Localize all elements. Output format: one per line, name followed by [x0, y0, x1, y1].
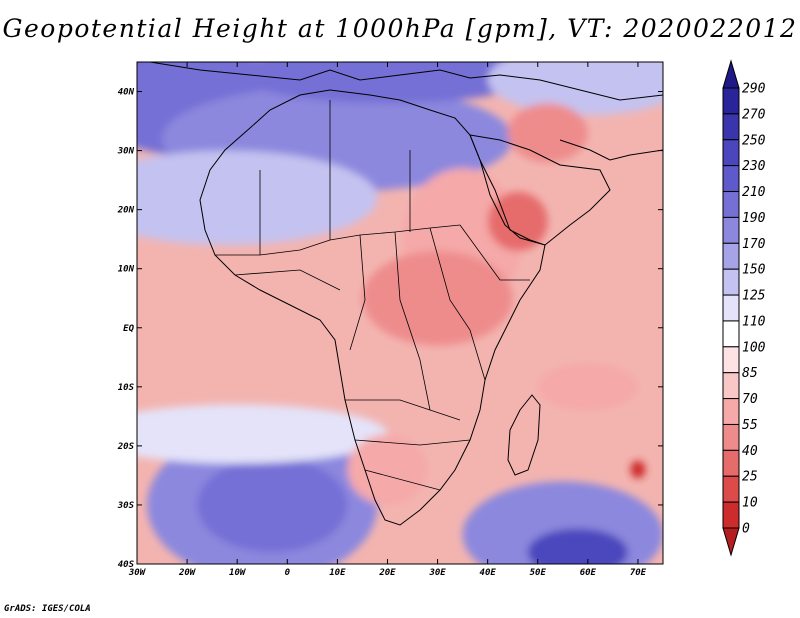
- colorbar-bottom-arrow: [722, 527, 740, 557]
- border: [429, 227, 486, 381]
- colorbar-swatch: [722, 191, 740, 218]
- colorbar-swatch: [722, 501, 740, 529]
- x-tick-label: 30E: [428, 568, 446, 578]
- border: [345, 399, 461, 421]
- colorbar-swatch: [722, 113, 740, 141]
- y-tick-label: EQ: [123, 324, 134, 334]
- x-tick-label: 50E: [530, 568, 547, 578]
- grads-credit: GrADS: IGES/COLA: [4, 604, 91, 614]
- x-tick-label: 10E: [329, 568, 346, 578]
- y-tick-label: 30S: [117, 501, 135, 511]
- field-region: [537, 363, 638, 411]
- border: [394, 231, 431, 411]
- colorbar-label: 170: [742, 237, 766, 252]
- colorbar-swatch: [722, 139, 740, 167]
- field-region: [347, 434, 428, 505]
- field-region: [137, 150, 378, 246]
- colorbar-swatch: [722, 242, 740, 270]
- colorbar: 2902702502302101901701501251101008570554…: [722, 59, 766, 557]
- y-tick-label: 20N: [117, 206, 135, 216]
- colorbar-label: 85: [742, 366, 758, 381]
- colorbar-swatch: [722, 449, 740, 477]
- x-tick-label: 10W: [229, 568, 247, 578]
- colorbar-label: 250: [742, 133, 766, 148]
- colorbar-label: 25: [742, 470, 758, 485]
- colorbar-label: 100: [742, 340, 766, 355]
- colorbar-label: 290: [742, 82, 766, 97]
- map-title: Geopotential Height at 1000hPa [gpm], VT…: [2, 14, 798, 43]
- x-tick-label: 30W: [128, 568, 147, 578]
- colorbar-swatch: [722, 87, 740, 115]
- colorbar-label: 270: [742, 107, 766, 122]
- country-borders: [215, 100, 530, 491]
- colorbar-label: 40: [742, 444, 758, 459]
- border: [349, 234, 366, 351]
- field-region: [527, 528, 628, 564]
- colorbar-top-arrow: [722, 59, 740, 89]
- map-frame: [136, 61, 664, 565]
- field-region: [137, 404, 388, 464]
- colorbar-label: 210: [742, 185, 766, 200]
- field-region: [197, 457, 348, 553]
- geopotential-height-field: [137, 62, 663, 564]
- colorbar-swatch: [722, 294, 740, 322]
- colorbar-swatch: [722, 320, 740, 348]
- border: [459, 224, 530, 281]
- europe-coastline: [149, 62, 663, 101]
- y-tick-label: 20S: [117, 442, 135, 452]
- y-tick-label: 10N: [118, 265, 135, 275]
- border: [234, 269, 341, 291]
- x-tick-label: 40E: [480, 568, 497, 578]
- colorbar-label: 190: [742, 211, 766, 226]
- arabia-coastline: [469, 134, 611, 246]
- y-tick-label: 40N: [118, 88, 135, 98]
- colorbar-swatch: [722, 423, 740, 451]
- colorbar-label: 230: [742, 159, 766, 174]
- colorbar-label: 0: [742, 522, 750, 537]
- x-tick-label: 70E: [630, 568, 647, 578]
- colorbar-label: 110: [742, 314, 766, 329]
- colorbar-label: 125: [742, 289, 766, 304]
- coastlines: [149, 62, 663, 526]
- x-tick-label: 60E: [580, 568, 597, 578]
- colorbar-swatch: [722, 372, 740, 400]
- y-tick-label: 40S: [118, 560, 135, 570]
- border: [354, 439, 471, 446]
- y-tick-label: 30N: [117, 147, 135, 157]
- colorbar-label: 150: [742, 263, 766, 278]
- colorbar-swatch: [722, 346, 740, 374]
- x-tick-label: 20W: [178, 568, 197, 578]
- madagascar-coastline: [507, 394, 541, 476]
- colorbar-label: 55: [742, 418, 758, 433]
- colorbar-swatch: [722, 475, 740, 503]
- africa-coastline: [199, 89, 546, 526]
- border: [215, 224, 461, 256]
- colorbar-swatch: [722, 216, 740, 244]
- field-region: [487, 191, 548, 251]
- y-tick-label: 10S: [118, 383, 135, 393]
- x-tick-label: 20E: [378, 568, 396, 578]
- colorbar-swatch: [722, 398, 740, 425]
- field-region: [507, 103, 588, 163]
- field-region: [630, 460, 646, 479]
- colorbar-label: 10: [742, 496, 758, 511]
- colorbar-swatch: [722, 268, 740, 296]
- colorbar-swatch: [722, 165, 740, 193]
- x-tick-label: 0: [285, 568, 291, 578]
- field-region: [487, 62, 663, 116]
- colorbar-label: 70: [742, 392, 758, 407]
- arabian-gulf-coastline: [559, 139, 663, 161]
- border: [364, 469, 441, 491]
- field-region: [362, 250, 513, 346]
